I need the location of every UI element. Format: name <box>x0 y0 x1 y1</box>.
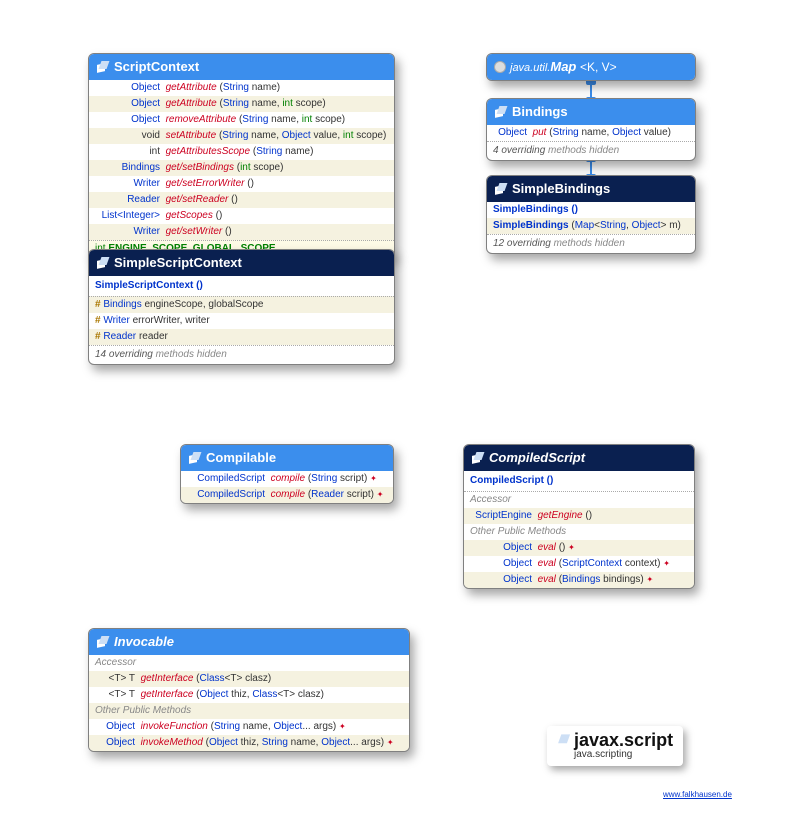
class-simplescriptcontext: SimpleScriptContext SimpleScriptContext … <box>88 249 395 365</box>
interface-icon <box>97 61 109 73</box>
header-compilable: Compilable <box>181 445 393 471</box>
class-icon <box>495 183 507 195</box>
class-scriptcontext: ScriptContext Object getAttribute (Strin… <box>88 53 395 258</box>
header-scriptcontext: ScriptContext <box>89 54 394 80</box>
title: SimpleBindings <box>512 181 610 196</box>
title: Bindings <box>512 104 568 119</box>
header-bindings: Bindings <box>487 99 695 125</box>
class-bindings: Bindings Object put (String name, Object… <box>486 98 696 161</box>
title: ScriptContext <box>114 59 199 74</box>
header-simplebindings: SimpleBindings <box>487 176 695 202</box>
class-invocable: Invocable Accessor <T> T getInterface (C… <box>88 628 410 752</box>
package-name: javax.script <box>574 730 673 751</box>
title: java.util.Map <K, V> <box>510 59 617 74</box>
title: Invocable <box>114 634 174 649</box>
class-icon <box>472 452 484 464</box>
class-icon <box>97 257 109 269</box>
interface-icon <box>97 636 109 648</box>
package-icon <box>556 734 569 747</box>
class-compilable: Compilable CompiledScript compile (Strin… <box>180 444 394 504</box>
class-simplebindings: SimpleBindings SimpleBindings () SimpleB… <box>486 175 696 254</box>
interface-icon <box>495 106 507 118</box>
title: CompiledScript <box>489 450 585 465</box>
credit-link[interactable]: www.falkhausen.de <box>663 790 732 799</box>
class-compiledscript: CompiledScript CompiledScript () Accesso… <box>463 444 695 589</box>
header-map: java.util.Map <K, V> <box>487 54 695 80</box>
header-compiledscript: CompiledScript <box>464 445 694 471</box>
title: Compilable <box>206 450 276 465</box>
package-label: javax.script java.scripting <box>547 726 683 766</box>
header-simplescriptcontext: SimpleScriptContext <box>89 250 394 276</box>
gear-icon <box>495 62 505 72</box>
interface-icon <box>189 452 201 464</box>
title: SimpleScriptContext <box>114 255 242 270</box>
header-invocable: Invocable <box>89 629 409 655</box>
class-map: java.util.Map <K, V> <box>486 53 696 81</box>
